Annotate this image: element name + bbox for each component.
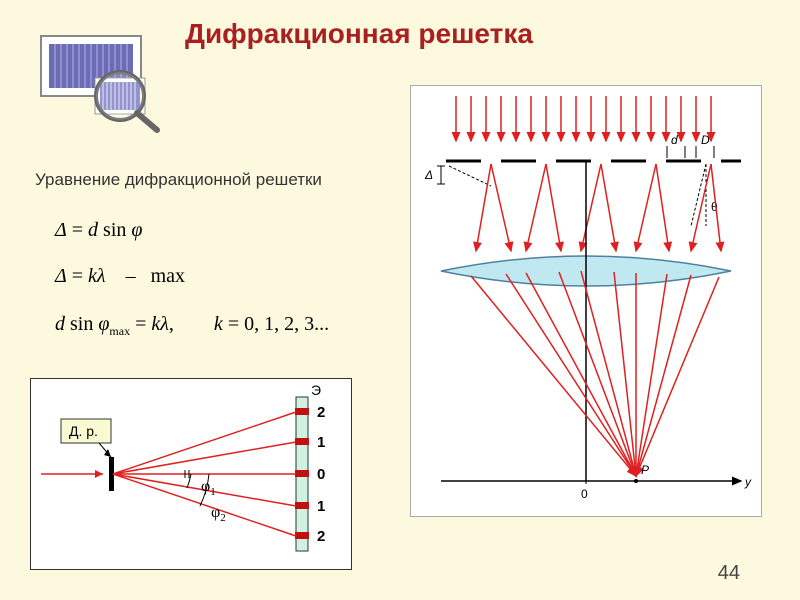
grating-box-label: Д. р. [69, 423, 98, 439]
order-label-1b: 1 [317, 498, 325, 515]
big-d-label: D [701, 133, 710, 147]
page-number: 44 [718, 562, 740, 585]
p-label: P [641, 463, 649, 477]
order-label-1a: 1 [317, 434, 325, 451]
phi2-label: φ2 [211, 504, 226, 524]
order-label-2b: 2 [317, 528, 325, 545]
equation-3: d sin φmax = kλ, k = 0, 1, 2, 3... [55, 304, 329, 344]
y-axis-label: y [744, 475, 752, 489]
equation-subtitle: Уравнение дифракционной решетки [35, 170, 322, 190]
page-title: Дифракционная решетка [185, 18, 533, 50]
order-label-2a: 2 [317, 404, 325, 421]
equation-1: Δ = d sin φ [55, 210, 329, 250]
phi1-label: φ1 [201, 478, 216, 498]
screen-label: Э [311, 382, 321, 398]
lens-diffraction-diagram: Δ d D θ [410, 85, 762, 517]
equations-block: Δ = d sin φ Δ = kλ – max d sin φmax = kλ… [55, 210, 329, 350]
equation-2: Δ = kλ – max [55, 256, 329, 296]
grating-orders-diagram: Д. р. Э φ1 φ2 2 1 0 [30, 378, 352, 570]
order-label-0: 0 [317, 466, 325, 483]
grating-magnifier-icon [35, 30, 170, 135]
delta-label: Δ [424, 168, 433, 182]
zero-label: 0 [581, 487, 588, 501]
d-label: d [671, 133, 678, 147]
